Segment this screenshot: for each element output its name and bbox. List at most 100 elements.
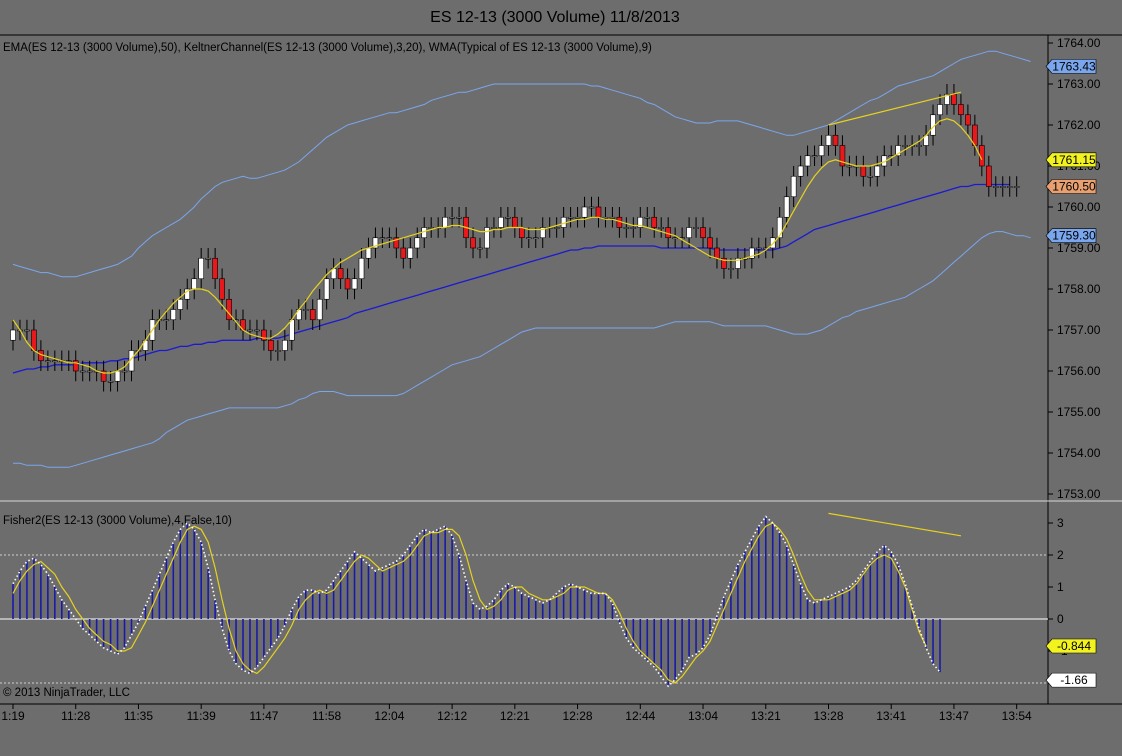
candle-up	[797, 165, 804, 177]
price-tick-label: 1754.00	[1057, 446, 1101, 460]
price-tick-label: 1762.00	[1057, 118, 1101, 132]
candle-up	[567, 216, 574, 219]
time-tick-label: 13:21	[751, 709, 781, 723]
candle-down	[714, 247, 720, 259]
candle-down	[309, 309, 316, 321]
indicator-tick-label: 1	[1057, 580, 1064, 594]
candle-up	[602, 216, 609, 219]
candle-up	[811, 155, 818, 158]
candle-up	[449, 216, 455, 219]
candle-up	[505, 216, 511, 219]
keltner-channel	[12, 50, 1031, 468]
candle-up	[609, 216, 616, 219]
candle-up	[288, 319, 295, 341]
candle-up	[386, 237, 393, 240]
time-tick-label: 11:58	[312, 709, 341, 723]
time-tick-label: 12:44	[625, 709, 655, 723]
price-tick-label: 1755.00	[1057, 405, 1101, 419]
candle-up	[992, 186, 999, 188]
candle-down	[839, 145, 846, 167]
candle-up	[644, 216, 651, 219]
candle-down	[400, 247, 407, 259]
time-tick-label: 12:28	[563, 709, 593, 723]
fisher-dotted-line	[12, 515, 941, 688]
indicator-tick-label: 2	[1057, 548, 1064, 562]
candle-up	[316, 298, 323, 321]
copyright-text: © 2013 NinjaTrader, LLC	[3, 687, 130, 699]
time-tick-label: 1:19	[1, 709, 25, 723]
candle-down	[100, 370, 107, 382]
candle-down	[595, 206, 602, 218]
time-tick-label: 11:28	[61, 709, 90, 723]
candle-up	[755, 247, 762, 250]
candle-down	[31, 329, 37, 351]
price-value-label-text: 1761.15	[1052, 153, 1096, 167]
candle-up	[637, 216, 644, 228]
candle-up	[623, 227, 630, 229]
candle-up	[804, 155, 811, 167]
price-value-label-box	[1045, 228, 1097, 243]
candle-up	[442, 216, 448, 228]
candle-up	[630, 227, 637, 229]
time-tick-label: 11:35	[124, 709, 153, 723]
candle-up	[177, 298, 184, 310]
candle-down	[344, 278, 351, 290]
candle-down	[860, 165, 867, 177]
candle-up	[588, 206, 595, 209]
candle-up	[916, 145, 922, 147]
candle-up	[323, 278, 330, 300]
wma-9-line	[12, 118, 983, 374]
candle-up	[198, 257, 204, 280]
candle-up	[581, 206, 588, 218]
candle-up	[24, 329, 30, 332]
indicator-value-label-text: -1.66	[1060, 673, 1088, 687]
candle-up	[498, 216, 504, 228]
candle-up	[295, 309, 302, 321]
candle-up	[456, 216, 462, 219]
candle-up	[902, 145, 908, 147]
candle-up	[114, 370, 121, 382]
indicator-panel-label: Fisher2(ES 12-13 (3000 Volume),4,False,1…	[3, 515, 232, 527]
candle-up	[749, 247, 755, 259]
trendline	[828, 91, 962, 126]
price-tick-label: 1764.00	[1057, 36, 1101, 50]
candle-down	[72, 360, 79, 372]
keltner-lower-line	[13, 231, 1031, 468]
candle-up	[895, 145, 901, 157]
candle-up	[735, 257, 741, 269]
fisher-histogram	[12, 515, 941, 688]
candle-up	[184, 288, 191, 300]
candle-up	[205, 257, 211, 260]
price-value-label-box	[1045, 59, 1097, 74]
candle-up	[999, 186, 1006, 188]
candle-down	[707, 237, 713, 249]
candle-up	[776, 216, 783, 239]
candle-down	[958, 104, 964, 116]
candle-down	[951, 93, 957, 105]
price-tick-label: 1760.00	[1057, 200, 1101, 214]
time-tick-label: 13:47	[939, 709, 969, 723]
candle-down	[219, 278, 225, 300]
candle-up	[45, 360, 51, 363]
candle-down	[261, 329, 267, 341]
indicator-value-label-box	[1045, 638, 1097, 654]
ema-50-line	[12, 183, 1010, 374]
price-value-label-box	[1045, 152, 1097, 168]
candle-up	[163, 319, 170, 322]
candle-down	[985, 165, 992, 187]
candle-up	[358, 257, 365, 280]
candle-up	[107, 380, 114, 383]
value-labels: 1763.43 1761.15 1760.50 1759.30 -0.844 -1.66	[1045, 59, 1097, 688]
wma-line	[12, 118, 983, 374]
candle-down	[512, 216, 518, 228]
time-tick-label: 13:54	[1002, 709, 1032, 723]
candle-up	[553, 227, 560, 229]
candle-up	[10, 329, 16, 341]
candle-down	[519, 227, 525, 239]
candle-down	[212, 257, 218, 280]
candle-up	[52, 360, 58, 363]
time-tick-label: 13:04	[688, 709, 718, 723]
time-tick-label: 11:39	[187, 709, 216, 723]
candle-up	[372, 237, 379, 249]
